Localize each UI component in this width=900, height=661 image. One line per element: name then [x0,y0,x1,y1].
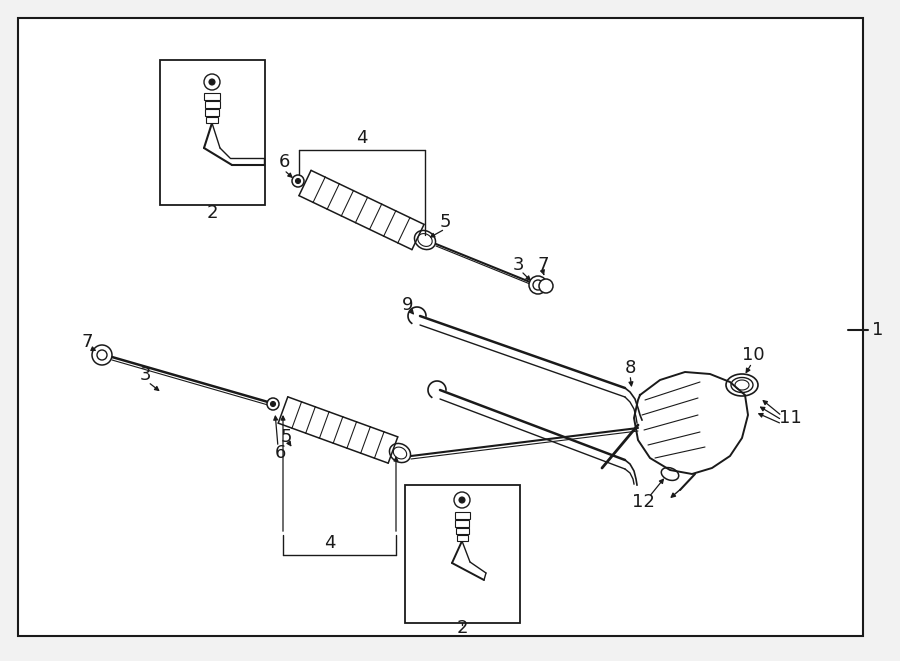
Bar [456,528,469,534]
Bar [206,117,218,123]
Text: 9: 9 [402,296,414,314]
Text: 10: 10 [742,346,764,364]
Text: 4: 4 [356,129,368,147]
Text: 8: 8 [625,359,635,377]
Text: 4: 4 [324,534,336,552]
Bar [204,93,220,100]
Text: 6: 6 [274,444,285,462]
Circle shape [529,276,547,294]
Circle shape [295,178,301,184]
Circle shape [209,79,215,85]
Circle shape [459,497,465,503]
Text: 6: 6 [278,153,290,171]
Bar [455,520,469,527]
Text: 1: 1 [872,321,884,339]
Text: 3: 3 [140,366,151,384]
Bar [455,512,470,519]
Circle shape [539,279,553,293]
Bar [405,485,520,623]
Circle shape [92,345,112,365]
Text: 7: 7 [537,256,549,274]
Circle shape [267,398,279,410]
Bar [205,101,220,108]
Text: 5: 5 [439,213,451,231]
Text: 2: 2 [456,619,468,637]
Bar [205,109,219,116]
Text: 3: 3 [512,256,524,274]
Circle shape [271,401,275,407]
Text: 7: 7 [81,333,93,351]
Text: 5: 5 [280,428,292,446]
Text: 11: 11 [778,409,801,427]
Text: 2: 2 [206,204,218,222]
Circle shape [292,175,304,187]
Bar [457,535,468,541]
Text: 12: 12 [632,493,654,511]
Bar [160,60,265,205]
